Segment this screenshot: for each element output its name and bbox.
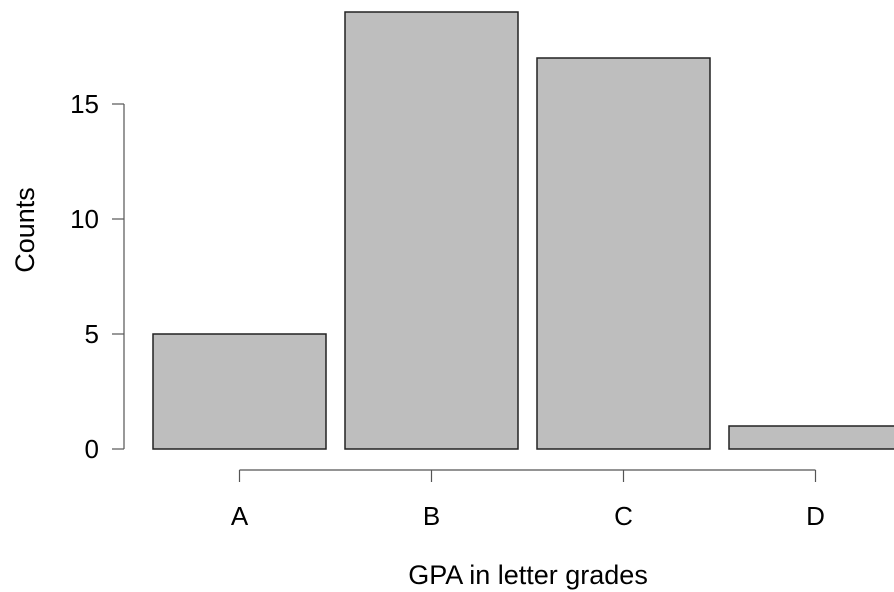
- bars: [152, 11, 894, 450]
- y-axis: 0 5 10 15: [70, 89, 125, 464]
- x-axis-title: GPA in letter grades: [408, 560, 648, 590]
- bar-b: [344, 11, 519, 450]
- x-tick-label: D: [806, 501, 825, 531]
- y-tick-label: 5: [85, 319, 99, 349]
- x-tick-label: C: [614, 501, 633, 531]
- y-tick-label: 10: [70, 204, 99, 234]
- bar-a: [152, 333, 327, 450]
- y-tick-label: 15: [70, 89, 99, 119]
- x-tick-label: B: [423, 501, 440, 531]
- y-axis-title: Counts: [10, 187, 40, 273]
- x-axis: A B C D: [231, 469, 825, 531]
- x-tick-label: A: [231, 501, 249, 531]
- bar-d: [728, 425, 894, 450]
- bar-c: [536, 57, 711, 450]
- y-tick-label: 0: [85, 434, 99, 464]
